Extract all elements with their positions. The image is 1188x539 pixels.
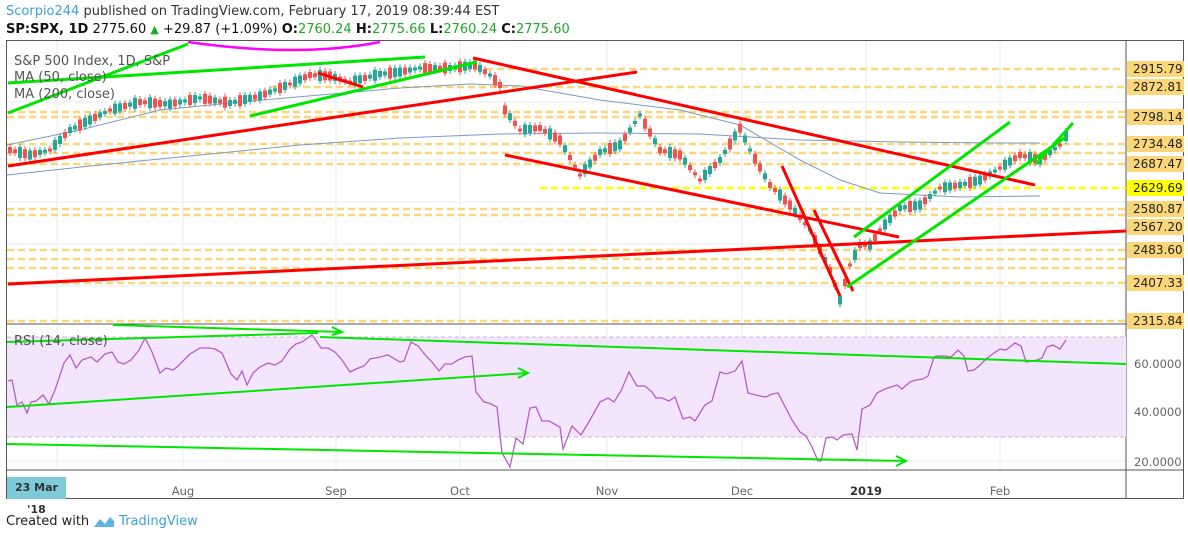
legend-title: S&P 500 Index, 1D, S&P	[14, 54, 171, 69]
price-level-tag: 2915.79	[1127, 61, 1184, 77]
time-axis-tick: Nov	[595, 484, 619, 498]
up-arrow-icon: ▲	[150, 23, 159, 36]
time-axis-tick: 2019	[849, 484, 883, 498]
chart-frame[interactable]	[6, 40, 1184, 499]
time-axis-tick: Oct	[450, 484, 470, 498]
rsi-band	[7, 337, 1126, 437]
legend-rsi[interactable]: RSI (14, close)	[14, 334, 108, 349]
candlesticks	[8, 57, 1068, 308]
close-value: 2775.60	[515, 22, 570, 37]
time-axis-tick: Feb	[989, 484, 1011, 498]
ohlc-header: SP:SPX, 1D 2775.60 ▲ +29.87 (+1.09%) O:2…	[6, 22, 570, 37]
rsi-tick-40: 40.0000	[1134, 405, 1182, 419]
created-with-text: Created with	[6, 514, 90, 529]
price-level-tag: 2872.81	[1127, 79, 1184, 95]
tradingview-logo-icon	[94, 516, 115, 527]
author-link[interactable]: Scorpio244	[6, 4, 80, 19]
rsi-trendlines	[6, 324, 1127, 467]
price-level-tag: 2629.69	[1127, 180, 1184, 196]
time-axis-tick: Sep	[325, 484, 347, 498]
rsi-tick-20: 20.0000	[1134, 455, 1182, 469]
trendlines	[7, 40, 1127, 297]
price-level-tag: 2687.47	[1127, 156, 1184, 172]
high-value: 2775.66	[371, 22, 426, 37]
publish-text: published on TradingView.com, February 1…	[83, 4, 500, 19]
price-level-tag: 2580.87	[1127, 201, 1184, 217]
price-level-tag: 2567.20	[1127, 219, 1184, 235]
support-resistance-levels	[7, 67, 1126, 323]
tradingview-link[interactable]: TradingView	[119, 514, 198, 529]
legend-ma50[interactable]: MA (50, close)	[14, 70, 107, 85]
low-value: 2760.24	[443, 22, 498, 37]
high-label: H:	[355, 22, 372, 37]
footer: Created with TradingView	[6, 514, 198, 529]
ma50-line	[6, 83, 1041, 198]
price-level-tag: 2734.48	[1127, 136, 1184, 152]
symbol-label: SP:SPX, 1D	[6, 22, 89, 37]
price-level-tag: 2483.60	[1127, 242, 1184, 258]
start-date-badge: 23 Mar '18	[7, 477, 66, 516]
rsi-line	[7, 334, 1067, 469]
price-level-tag: 2315.84	[1127, 313, 1184, 329]
low-label: L:	[429, 22, 444, 37]
time-axis-tick: Dec	[730, 484, 754, 498]
open-value: 2760.24	[297, 22, 352, 37]
last-price: 2775.60	[92, 22, 147, 37]
publish-info: Scorpio244 published on TradingView.com,…	[6, 4, 499, 19]
price-level-tag: 2798.14	[1127, 109, 1184, 125]
close-label: C:	[501, 22, 516, 37]
legend-ma200[interactable]: MA (200, close)	[14, 87, 115, 102]
price-level-tag: 2407.33	[1127, 275, 1184, 291]
rsi-tick-60: 60.0000	[1134, 357, 1182, 371]
time-axis-tick: Aug	[171, 484, 195, 498]
price-change: +29.87 (+1.09%)	[162, 22, 278, 37]
open-label: O:	[281, 22, 298, 37]
